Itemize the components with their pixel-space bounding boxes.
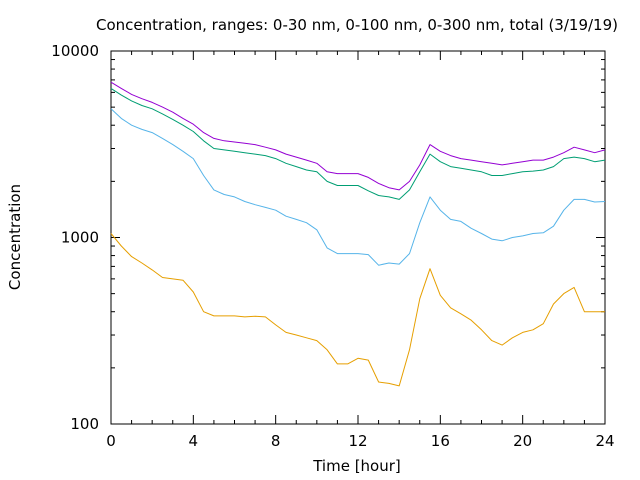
y-tick-label: 10000 [51, 42, 99, 60]
y-tick-label: 1000 [61, 229, 99, 247]
x-tick-label: 24 [595, 432, 614, 450]
x-tick-label: 4 [189, 432, 199, 450]
y-axis: 100 1000 10000 [51, 42, 605, 433]
x-tick-label: 0 [106, 432, 116, 450]
x-tick-label: 8 [271, 432, 281, 450]
x-tick-label: 12 [348, 432, 367, 450]
chart-title: Concentration, ranges: 0-30 nm, 0-100 nm… [96, 16, 618, 34]
x-axis-label: Time [hour] [312, 457, 401, 475]
x-tick-label: 16 [431, 432, 450, 450]
series-line-4 [110, 81, 606, 191]
series-line-2 [110, 108, 606, 266]
y-axis-label: Concentration [6, 184, 24, 290]
x-axis: 0 4 8 12 16 20 24 [106, 51, 615, 450]
series-line-1 [110, 233, 605, 387]
series-lines [110, 81, 606, 387]
x-tick-label: 20 [513, 432, 532, 450]
y-tick-label: 100 [70, 415, 99, 433]
plot-frame [110, 50, 606, 425]
series-line-3 [110, 87, 606, 200]
